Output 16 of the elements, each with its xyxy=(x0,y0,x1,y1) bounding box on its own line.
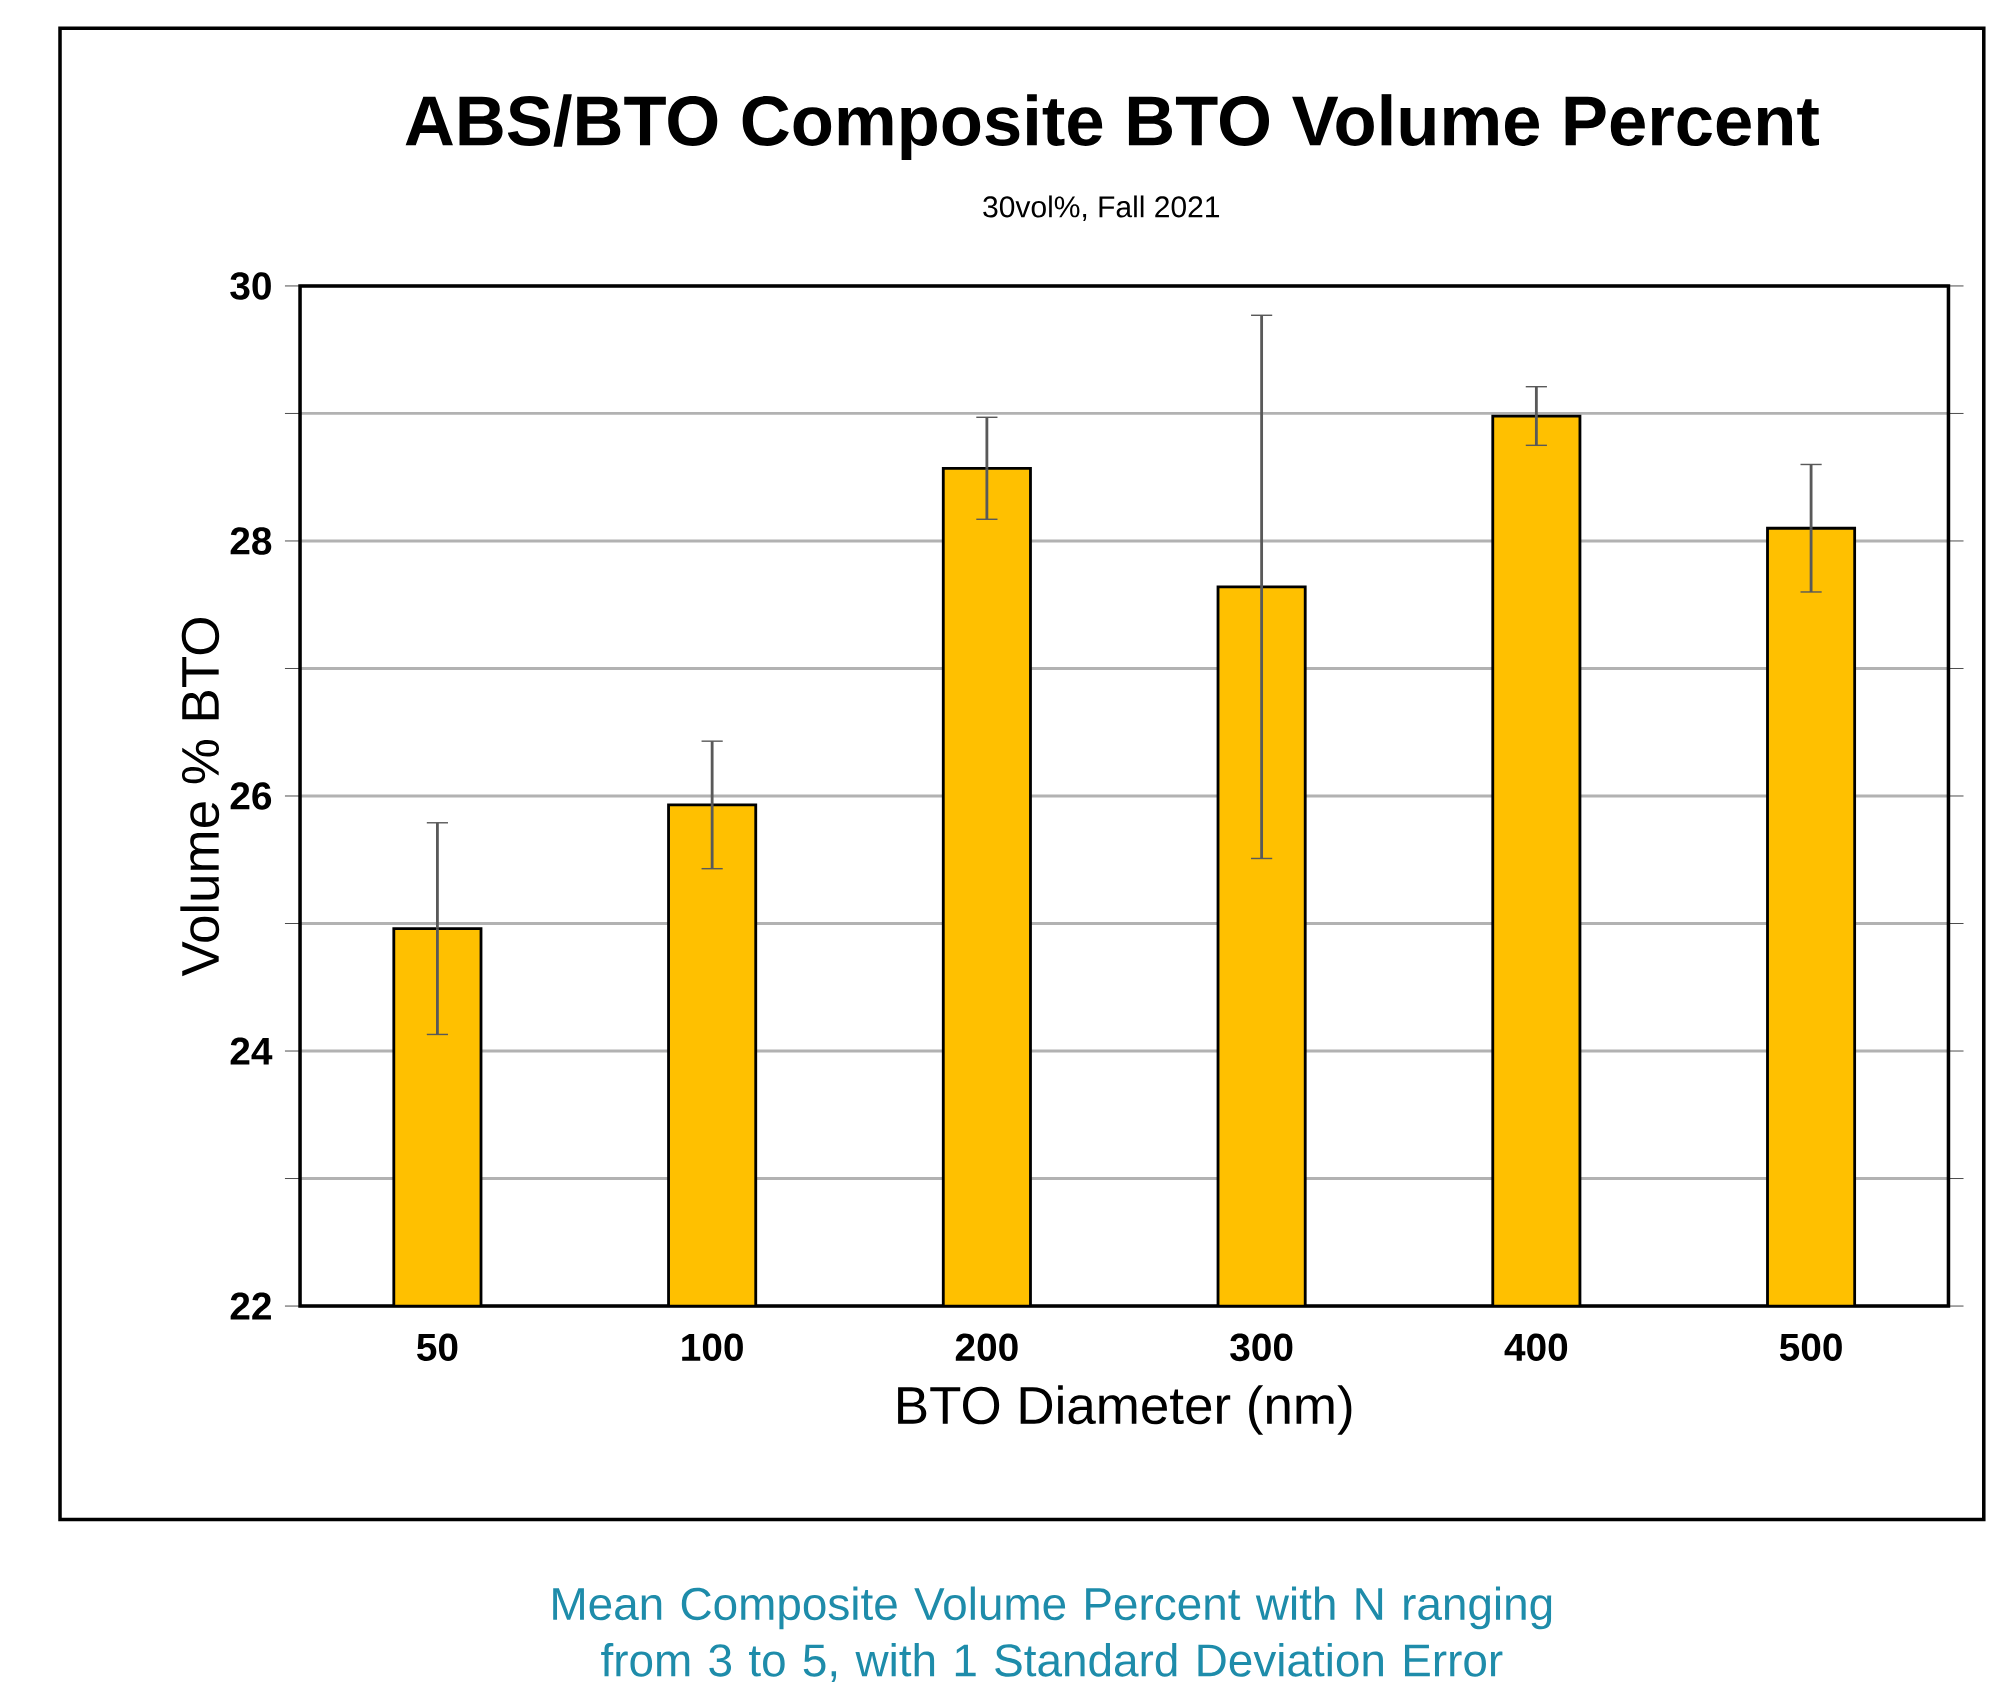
chart-subtitle: 30vol%, Fall 2021 xyxy=(983,195,1220,221)
x-tick-label: 100 xyxy=(682,1333,743,1361)
x-tick-label: 500 xyxy=(1779,1333,1842,1361)
text: Mean Composite Volume Percent with N ranging from 3 to 5, with 1 Standard Deviation Error xyxy=(553,1586,1552,1682)
y-tick-label: 30 xyxy=(230,272,271,300)
y-tick-label: 26 xyxy=(230,782,272,810)
x-tick-label: 50 xyxy=(417,1333,458,1361)
y-tick-label: 24 xyxy=(230,1037,273,1065)
y-tick-label: 28 xyxy=(230,527,272,555)
x-tick-label: 300 xyxy=(1230,1333,1293,1361)
y-tick-label: 22 xyxy=(230,1292,271,1320)
x-tick-label: 200 xyxy=(955,1333,1018,1361)
chart-title: ABS/BTO Composite BTO Volume Percent xyxy=(405,94,1820,160)
y-axis-title: Volume % BTO xyxy=(180,617,220,977)
x-axis-title: BTO Diameter (nm) xyxy=(898,1385,1352,1435)
x-tick-label: 400 xyxy=(1504,1333,1568,1361)
